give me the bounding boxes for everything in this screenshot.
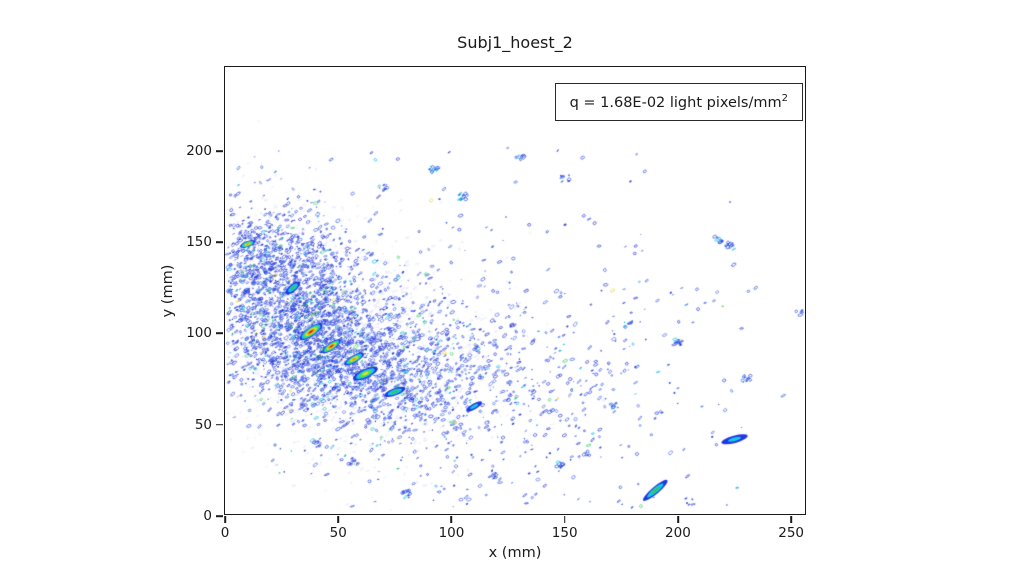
y-tick-mark [216, 423, 223, 426]
y-tick-label: 0 [203, 508, 212, 524]
y-tick-label: 150 [186, 234, 212, 251]
x-tick-label: 0 [220, 525, 230, 541]
x-tick-mark [224, 516, 226, 523]
q-annotation-superscript: 2 [781, 93, 788, 104]
y-tick-label: 200 [186, 142, 212, 159]
q-annotation-box: q = 1.68E-02 light pixels/mm2 [554, 83, 803, 121]
x-axis-label: x (mm) [488, 545, 542, 561]
q-annotation-text: q = 1.68E-02 light pixels/mm [569, 94, 782, 111]
x-tick-mark [563, 516, 566, 523]
y-tick-label: 100 [186, 325, 212, 342]
x-tick-label: 250 [778, 525, 805, 541]
x-tick-label: 200 [665, 525, 691, 541]
plot-area: Subj1_hoest_2 q = 1.68E-02 light pixels/… [160, 33, 807, 561]
x-tick-mark [337, 516, 340, 523]
plot-title: Subj1_hoest_2 [457, 33, 573, 52]
y-tick-mark [216, 515, 223, 517]
x-tick-label: 100 [438, 525, 465, 541]
x-tick-label: 50 [329, 525, 347, 541]
y-tick-mark [216, 150, 223, 152]
x-tick-mark [790, 516, 792, 523]
x-tick-mark [450, 516, 453, 523]
density-scatter-canvas [225, 67, 807, 516]
y-tick-label: 50 [194, 416, 212, 433]
y-tick-mark [216, 241, 223, 244]
x-tick-label: 150 [551, 525, 578, 541]
y-axis-label: y (mm) [160, 264, 176, 317]
y-tick-mark [216, 332, 223, 335]
x-tick-mark [677, 516, 679, 523]
